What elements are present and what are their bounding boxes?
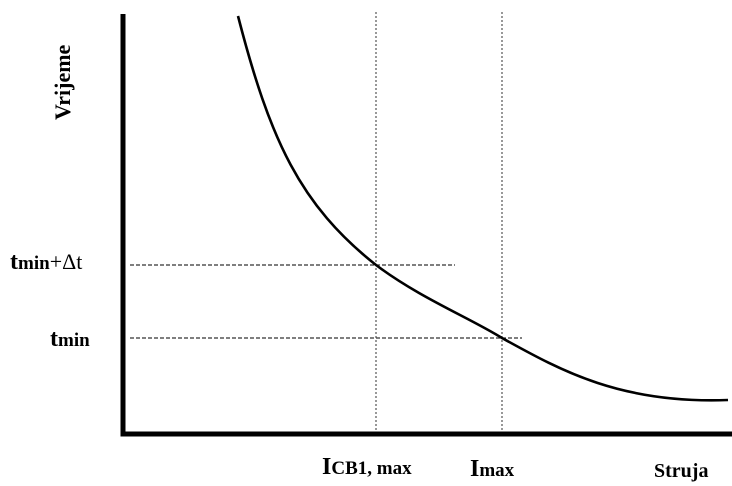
tmin-dt-suffix: +Δt [49, 249, 83, 274]
imax-symbol: I [470, 456, 480, 482]
icb1max-label: ICB1, max [322, 455, 412, 479]
tmin-dt-symbol: t [10, 249, 18, 275]
tmin-symbol: t [50, 326, 58, 352]
y-axis-title: Vrijeme [50, 44, 75, 120]
icb1max-subscript: CB1, max [331, 458, 412, 479]
x-axis-title: Struja [654, 460, 709, 482]
tmin-label: tmin [50, 327, 90, 351]
tmin-dt-subscript: min [18, 253, 50, 274]
imax-label: Imax [470, 457, 514, 481]
imax-subscript: max [479, 460, 515, 481]
tmin-plus-delta-label: tmin+Δt [10, 250, 82, 274]
tmin-subscript: min [58, 330, 90, 351]
icb1max-symbol: I [322, 454, 332, 480]
time-current-curve [236, 15, 729, 402]
